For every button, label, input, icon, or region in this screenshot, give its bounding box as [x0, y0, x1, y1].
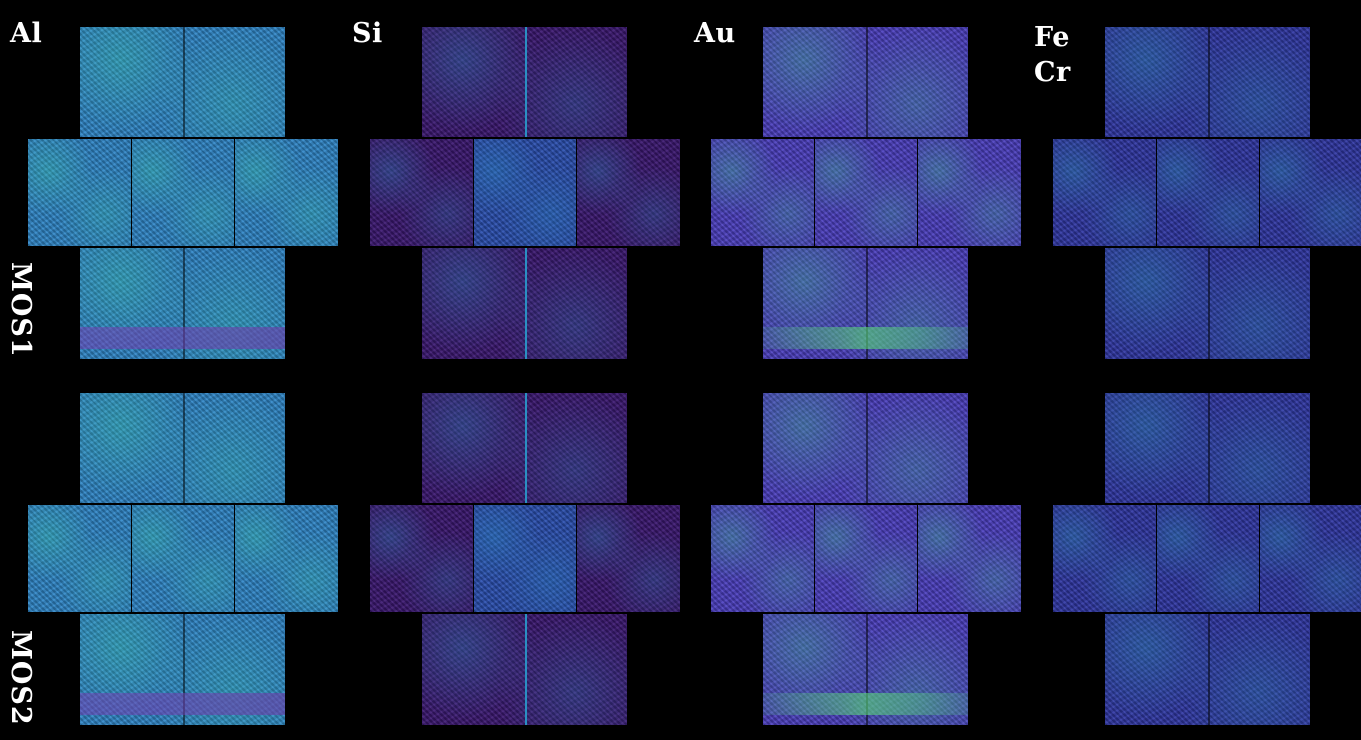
ccd-chip-si-mos1-center [474, 139, 576, 246]
bright-edge-stripe [80, 327, 285, 349]
chip-seam [182, 393, 185, 503]
chip-seam [1207, 393, 1210, 503]
chip-seam [524, 393, 527, 503]
chip-seam [524, 248, 527, 359]
chip-seam [865, 614, 868, 725]
chip-seam [1207, 248, 1210, 359]
ccd-chip-fe-mos1-left [1053, 139, 1156, 246]
chip-seam [182, 248, 185, 359]
ccd-chip-al-mos2-center [132, 505, 234, 612]
chip-seam [524, 614, 527, 725]
bright-edge-stripe [763, 327, 968, 349]
chip-seam [865, 248, 868, 359]
ccd-chip-au-mos2-right [918, 505, 1021, 612]
bright-edge-stripe [763, 693, 968, 715]
ccd-chip-fe-mos2-left [1053, 505, 1156, 612]
element-label-au: Au [694, 18, 736, 49]
ccd-chip-al-mos2-left [28, 505, 131, 612]
element-label-fe-cr: Fe Cr [1034, 20, 1071, 90]
ccd-chip-al-mos1-right [235, 139, 338, 246]
ccd-chip-au-mos1-center [815, 139, 917, 246]
chip-seam [1207, 614, 1210, 725]
element-label-cr: Cr [1034, 57, 1071, 88]
element-label-al: Al [10, 18, 43, 49]
ccd-chip-si-mos2-left [370, 505, 473, 612]
ccd-chip-fe-mos2-center [1157, 505, 1259, 612]
ccd-chip-au-mos1-left [711, 139, 814, 246]
element-label-fe: Fe [1034, 22, 1070, 53]
chip-seam [182, 27, 185, 137]
ccd-chip-si-mos2-right [577, 505, 680, 612]
chip-seam [865, 27, 868, 137]
row-label-mos1: MOS1 [5, 262, 36, 358]
ccd-chip-al-mos2-right [235, 505, 338, 612]
ccd-chip-au-mos2-center [815, 505, 917, 612]
row-label-mos2: MOS2 [5, 630, 36, 726]
ccd-chip-au-mos2-left [711, 505, 814, 612]
ccd-chip-fe-mos1-right [1260, 139, 1361, 246]
chip-seam [182, 614, 185, 725]
ccd-chip-si-mos1-right [577, 139, 680, 246]
chip-seam [1207, 27, 1210, 137]
chip-seam [865, 393, 868, 503]
ccd-chip-si-mos2-center [474, 505, 576, 612]
ccd-chip-al-mos1-center [132, 139, 234, 246]
bright-edge-stripe [80, 693, 285, 715]
ccd-chip-al-mos1-left [28, 139, 131, 246]
ccd-chip-si-mos1-left [370, 139, 473, 246]
chip-seam [524, 27, 527, 137]
ccd-chip-au-mos1-right [918, 139, 1021, 246]
element-label-si: Si [352, 18, 383, 49]
ccd-chip-fe-mos2-right [1260, 505, 1361, 612]
ccd-chip-fe-mos1-center [1157, 139, 1259, 246]
